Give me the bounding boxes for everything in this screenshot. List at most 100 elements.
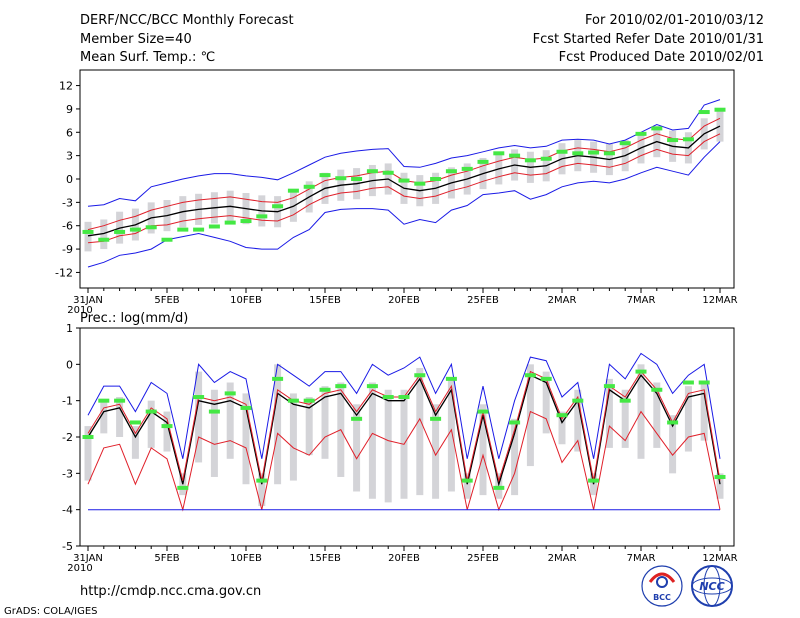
precip-x-year-label: 2010	[67, 563, 92, 574]
member-size-label: Member Size=40	[80, 32, 192, 47]
temp-observed-marker	[161, 237, 173, 242]
temp-observed-marker	[572, 151, 584, 156]
temp-y-tick-label: 9	[66, 103, 73, 116]
precip-y-tick-label: -1	[62, 395, 73, 408]
temp-observed-marker	[177, 227, 189, 232]
temp-observed-marker	[272, 204, 284, 209]
variable-label: Mean Surf. Temp.: ℃	[80, 50, 215, 65]
temp-ensemble-mean-line	[87, 125, 721, 237]
precip-ensemble-mean-line	[87, 374, 721, 487]
temp-x-tick-label: 5FEB	[154, 295, 179, 306]
precip-panel: -5 -4 -3 -2 -1 0 1 31JAN 5FEB 10FEB 15FEB 20FEB 25FE…	[62, 322, 738, 574]
precip-box-bar	[100, 400, 108, 434]
temp-y-tick-label: -9	[62, 243, 73, 256]
precip-observed-marker	[145, 409, 157, 414]
temp-box-bar	[716, 110, 724, 142]
precip-box-bar	[163, 411, 171, 452]
temp-observed-marker	[430, 177, 442, 181]
temp-observed-marker	[714, 107, 726, 112]
precip-y-tick-label: -5	[62, 540, 73, 553]
precip-box-bar	[463, 473, 471, 499]
temp-y-tick-label: -12	[55, 266, 73, 279]
temp-observed-marker	[588, 150, 600, 155]
precip-observed-marker	[667, 420, 679, 425]
precip-y-tick-label: -2	[62, 431, 73, 444]
precip-observed-marker	[524, 373, 536, 378]
figure-title: DERF/NCC/BCC Monthly Forecast	[80, 13, 294, 28]
precip-box-bar	[653, 382, 661, 448]
precip-box-bar	[305, 397, 313, 456]
precip-observed-marker	[430, 416, 442, 421]
temp-observed-marker	[193, 227, 205, 232]
precip-observed-marker	[414, 373, 426, 378]
temp-observed-marker	[445, 169, 457, 174]
precip-y-tick-label: 1	[66, 322, 73, 335]
precip-box-bar	[384, 389, 392, 503]
precip-box-bar	[558, 411, 566, 445]
temp-observed-marker	[98, 237, 110, 242]
temp-observed-marker	[603, 151, 615, 156]
temp-box-bar	[100, 219, 108, 250]
precip-x-tick-label: 15FEB	[309, 553, 341, 564]
precip-observed-marker	[319, 387, 331, 392]
temp-observed-marker	[208, 224, 220, 229]
temp-x-tick-label: 25FEB	[467, 295, 499, 306]
precip-box-bar	[258, 473, 266, 507]
temp-observed-marker	[682, 137, 694, 142]
temp-x-tick-label: 15FEB	[309, 295, 341, 306]
precip-observed-marker	[366, 384, 378, 389]
precip-box-bar	[226, 382, 234, 459]
temp-observed-marker	[477, 159, 489, 164]
precip-x-tick-label: 31JAN	[73, 553, 103, 564]
precip-observed-marker	[682, 380, 694, 385]
bcc-logo-text: BCC	[653, 593, 671, 602]
temp-minimum-line	[87, 141, 721, 268]
forecast-period: For 2010/02/01-2010/03/12	[585, 13, 764, 28]
temp-observed-marker	[303, 184, 315, 189]
precip-observed-marker	[572, 398, 584, 403]
temp-observed-marker	[414, 181, 426, 186]
precip-observed-marker	[98, 398, 110, 403]
precip-box-bar	[147, 400, 155, 448]
precip-observed-marker	[303, 398, 315, 403]
precip-lower-spread-line	[87, 410, 721, 512]
precip-observed-marker	[351, 416, 363, 421]
precip-observed-marker	[129, 420, 141, 425]
precip-y-tick-label: -3	[62, 467, 73, 480]
temp-x-tick-label: 31JAN	[73, 295, 103, 306]
precip-observed-marker	[256, 478, 268, 483]
temp-x-tick-label: 10FEB	[230, 295, 262, 306]
precip-box-bar	[368, 382, 376, 499]
precip-box-bar	[447, 378, 455, 492]
temp-y-tick-label: -3	[62, 196, 73, 209]
precip-box-bar	[669, 415, 677, 474]
precip-x-tick-label: 7MAR	[627, 553, 656, 564]
temp-observed-marker	[619, 141, 631, 146]
precip-box-bar	[131, 426, 139, 459]
precip-box-bar	[716, 473, 724, 499]
precip-observed-marker	[540, 376, 552, 381]
temp-box-bar	[84, 221, 92, 252]
precip-box-bar	[526, 364, 534, 467]
ncc-logo: NCC	[691, 565, 733, 607]
precip-box-bar	[542, 371, 550, 434]
temp-y-tick-label: -6	[62, 220, 73, 233]
precip-observed-marker	[477, 409, 489, 414]
temp-observed-marker	[540, 156, 552, 161]
temp-observed-marker	[635, 131, 647, 136]
precip-box-bar	[274, 364, 282, 485]
precip-box-bar	[511, 418, 519, 496]
precip-observed-marker	[588, 478, 600, 483]
precip-x-tick-label: 20FEB	[388, 553, 420, 564]
precip-observed-marker	[651, 387, 663, 392]
temp-observed-marker	[240, 219, 252, 224]
precip-observed-marker	[619, 398, 631, 403]
temp-y-tick-label: 6	[66, 126, 73, 139]
precip-observed-marker	[382, 395, 394, 400]
precip-observed-marker	[208, 409, 220, 414]
precip-box-bar	[84, 426, 92, 481]
temp-observed-marker	[287, 188, 299, 193]
temp-observed-marker	[461, 166, 473, 171]
precip-observed-marker	[224, 391, 236, 396]
